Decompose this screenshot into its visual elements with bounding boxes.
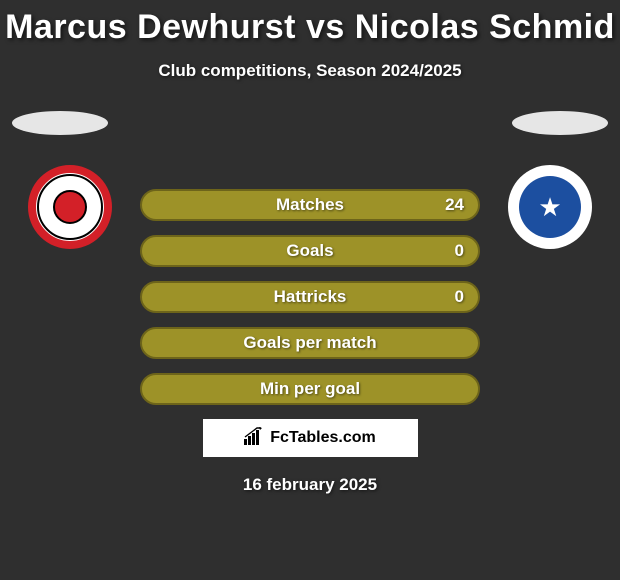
stat-bars: Matches 24 Goals 0 Hattricks 0 Goals per… (140, 189, 480, 405)
chart-bars-icon (244, 427, 264, 450)
stat-bar-goals: Goals 0 (140, 235, 480, 267)
stat-label: Hattricks (274, 287, 347, 307)
player-ellipse-right (512, 111, 608, 135)
club-logo-left-inner (53, 190, 87, 224)
brand-text: FcTables.com (270, 429, 376, 447)
stat-bar-goals-per-match: Goals per match (140, 327, 480, 359)
comparison-content: ★ Matches 24 Goals 0 Hattricks 0 Goals p… (0, 105, 620, 495)
subtitle: Club competitions, Season 2024/2025 (0, 61, 620, 81)
stat-value: 0 (455, 241, 464, 261)
stat-label: Goals (286, 241, 333, 261)
star-icon: ★ (538, 192, 561, 223)
stat-value: 0 (455, 287, 464, 307)
stat-label: Min per goal (260, 379, 360, 399)
player-ellipse-left (12, 111, 108, 135)
club-logo-right-inner: ★ (519, 176, 581, 238)
stat-value: 24 (445, 195, 464, 215)
brand-box: FcTables.com (203, 419, 418, 457)
stat-bar-hattricks: Hattricks 0 (140, 281, 480, 313)
stat-label: Matches (276, 195, 344, 215)
page-title: Marcus Dewhurst vs Nicolas Schmid (0, 0, 620, 47)
stat-bar-matches: Matches 24 (140, 189, 480, 221)
date-text: 16 february 2025 (0, 475, 620, 495)
club-logo-right: ★ (508, 165, 592, 249)
club-logo-left (28, 165, 112, 249)
stat-bar-min-per-goal: Min per goal (140, 373, 480, 405)
stat-label: Goals per match (243, 333, 376, 353)
